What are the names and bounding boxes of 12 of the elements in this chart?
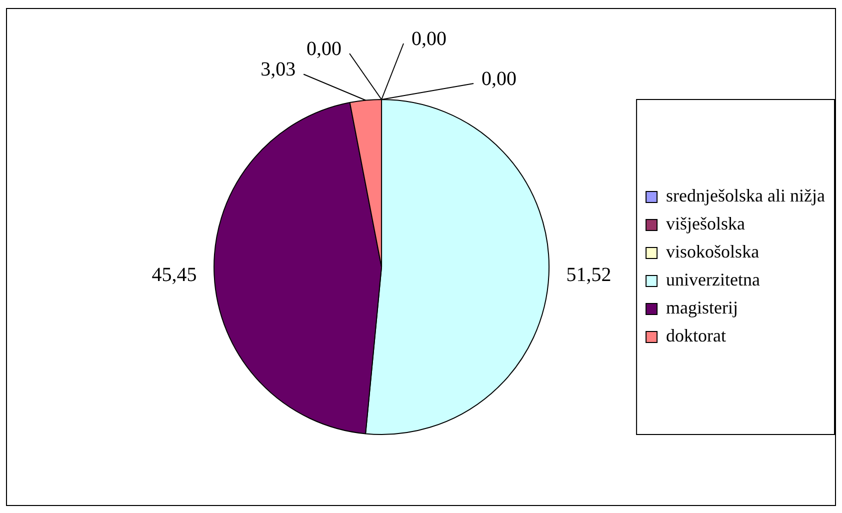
legend-label: magisterij (666, 298, 738, 318)
legend-label: srednješolska ali nižja (666, 186, 826, 206)
data-label: 51,52 (566, 264, 612, 286)
text: 0,00 (306, 38, 342, 60)
legend-label: višješolska (666, 214, 746, 234)
data-label: 45,45 (152, 264, 197, 286)
text: 0,00 (482, 68, 517, 90)
legend-label: visokošolska (666, 242, 760, 262)
text: 0,00 (412, 28, 447, 50)
data-label: 3,03 (260, 58, 296, 81)
legend-label: univerzitetna (666, 270, 760, 290)
legend-label: doktorat (666, 326, 726, 346)
